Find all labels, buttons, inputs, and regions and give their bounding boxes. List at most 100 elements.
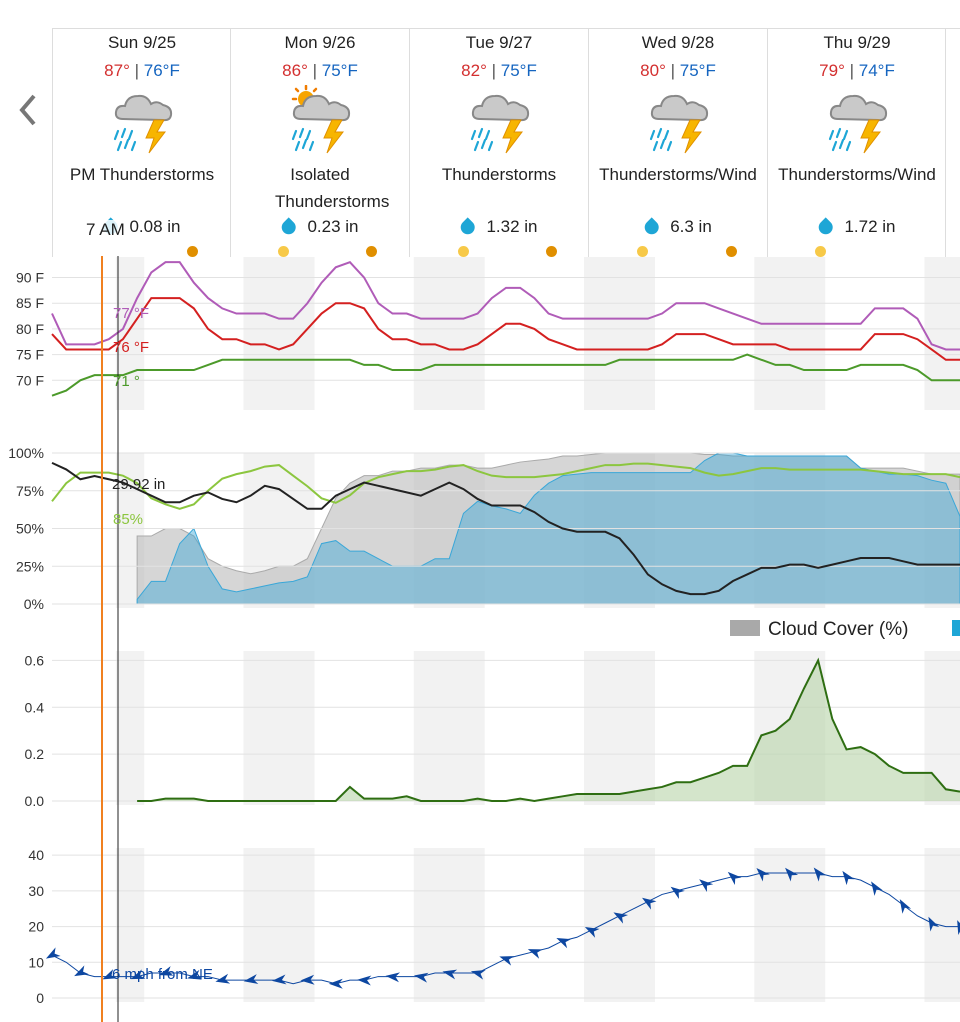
cloud-cover-area xyxy=(136,452,960,605)
y-tick-label: 25% xyxy=(16,558,44,574)
y-tick-label: 0.4 xyxy=(25,699,45,715)
day-condition: Isolated Thunderstorms xyxy=(275,165,390,211)
wind-direction-arrow-icon xyxy=(699,879,714,893)
night-band xyxy=(584,257,655,410)
gridlines xyxy=(52,452,960,605)
legend-swatch-cloud-cover xyxy=(730,620,760,636)
day-column[interactable]: Wed 9/28 80° | 75°F Thunderstorms/Wind 6… xyxy=(588,29,767,257)
y-tick-label: 90 F xyxy=(16,270,44,286)
day-condition: Thunderstorms/Wind xyxy=(778,165,936,184)
y-tick-label: 80 F xyxy=(16,321,44,337)
wind-direction-arrow-icon xyxy=(300,974,315,985)
wind-direction-arrow-icon xyxy=(328,978,343,989)
night-bands xyxy=(115,651,960,805)
wind-direction-arrow-icon xyxy=(584,926,600,938)
y-tick-label: 100% xyxy=(8,445,44,461)
wind-direction-arrow-icon xyxy=(670,886,685,900)
wind-direction-arrow-icon xyxy=(928,916,940,932)
y-tick-label: 20 xyxy=(28,919,44,935)
night-band xyxy=(584,651,655,805)
temperature-lines xyxy=(51,260,960,397)
wind-direction-arrow-icon xyxy=(727,871,742,885)
temperature-chart: 70 F 75 F 80 F 85 F 90 F xyxy=(16,257,960,410)
day-name: Thu 9/29 xyxy=(823,33,891,52)
day-column[interactable]: Thu 9/29 79° | 74°F Thunderstorms/Wind 1… xyxy=(767,29,946,257)
y-axis-ticks: 0% 25% 50% 75% 100% xyxy=(8,445,44,612)
day-precip: 0.08 in xyxy=(53,216,231,237)
legend-swatch-precip-chance xyxy=(952,620,960,636)
day-precip: 1.72 in xyxy=(768,216,946,237)
day-condition: Thunderstorms xyxy=(441,165,557,184)
night-band xyxy=(754,257,826,410)
day-precip: 1.32 in xyxy=(410,216,588,237)
high-temp: 80° xyxy=(640,61,666,80)
day-temps: 79° | 74°F xyxy=(819,61,895,80)
precip-area xyxy=(137,657,960,803)
cloud-precip-areas xyxy=(136,452,960,605)
thunderstorm-icon xyxy=(828,94,888,155)
day-precip: 6.3 in xyxy=(589,216,767,237)
dew-point-readout: 71 ° xyxy=(113,373,140,390)
gridlines xyxy=(52,659,960,802)
day-name: Sun 9/25 xyxy=(107,33,177,52)
wind-direction-arrow-icon xyxy=(385,972,400,983)
pressure-readout: 29.92 in xyxy=(112,476,166,493)
night-band xyxy=(243,651,315,805)
wind-direction-arrow-icon xyxy=(642,897,657,910)
precipitation-chart-bg xyxy=(52,651,960,801)
sunrise-icon xyxy=(278,246,289,257)
thunderstorm-icon xyxy=(649,94,709,155)
y-tick-label: 0% xyxy=(24,596,44,612)
raindrop-icon xyxy=(279,216,300,237)
heat-index-readout: 77 °F xyxy=(113,305,150,322)
low-temp: 75°F xyxy=(679,61,716,80)
y-tick-label: 0.6 xyxy=(25,652,45,668)
wind-direction-arrow-icon xyxy=(756,868,770,882)
y-tick-label: 85 F xyxy=(16,295,44,311)
wind-direction-arrow-icon xyxy=(527,949,543,959)
temperature-line xyxy=(51,297,960,361)
dew-point-line xyxy=(51,353,960,397)
legend[interactable]: Cloud Cover (%) xyxy=(730,619,960,640)
night-band xyxy=(754,453,826,608)
raindrop-icon xyxy=(458,216,479,237)
night-band xyxy=(413,651,485,805)
night-band xyxy=(924,848,960,1002)
precip-amount: 1.72 in xyxy=(844,217,896,236)
thunderstorm-icon xyxy=(113,94,173,155)
day-temps: 87° | 76°F xyxy=(104,61,180,80)
day-column[interactable]: Sun 9/25 87° | 76°F PM Thunderstorms 0.0… xyxy=(52,29,231,257)
day-precip: 0.23 in xyxy=(231,216,409,237)
legend-label-cloud-cover: Cloud Cover (%) xyxy=(768,619,908,640)
wind-direction-arrow-icon xyxy=(871,881,883,896)
y-tick-label: 75% xyxy=(16,483,44,499)
night-band xyxy=(243,848,315,1002)
night-bands xyxy=(115,453,960,608)
y-tick-label: 0 xyxy=(36,990,44,1006)
raindrop-icon xyxy=(642,216,662,237)
y-axis-ticks: 70 F 75 F 80 F 85 F 90 F xyxy=(16,270,44,389)
night-band xyxy=(924,453,960,608)
day-name: Mon 9/26 xyxy=(284,33,356,52)
day-forecast-strip: Sun 9/25 87° | 76°F PM Thunderstorms 0.0… xyxy=(52,28,960,257)
precip-amount: 1.32 in xyxy=(486,217,538,236)
y-tick-label: 0.0 xyxy=(25,793,45,809)
day-column[interactable]: Tue 9/27 82° | 75°F Thunderstorms 1.32 i… xyxy=(409,29,588,257)
day-condition: PM Thunderstorms xyxy=(69,165,215,184)
day-temps: 86° | 75°F xyxy=(282,61,358,80)
night-band xyxy=(243,257,315,410)
wind-direction-arrow-icon xyxy=(613,912,629,924)
chevron-left-icon[interactable] xyxy=(14,92,42,128)
wind-direction-arrow-icon xyxy=(272,974,287,985)
night-band xyxy=(754,651,826,805)
wind-direction-arrow-icon xyxy=(215,973,231,984)
sun-thunderstorm-icon xyxy=(291,85,351,155)
day-column[interactable]: Mon 9/26 86° | 75°F Isolated Thunderstor… xyxy=(230,29,409,257)
y-axis-ticks: 0 10 20 30 40 xyxy=(28,847,44,1006)
day-column-partial[interactable] xyxy=(945,29,960,257)
day-name: Wed 9/28 xyxy=(641,33,715,52)
humidity-pressure-lines xyxy=(51,461,960,596)
sunset-icon xyxy=(187,246,198,257)
precip-amount: 0.08 in xyxy=(129,217,181,236)
y-axis-ticks: 0.0 0.2 0.4 0.6 xyxy=(25,652,45,809)
